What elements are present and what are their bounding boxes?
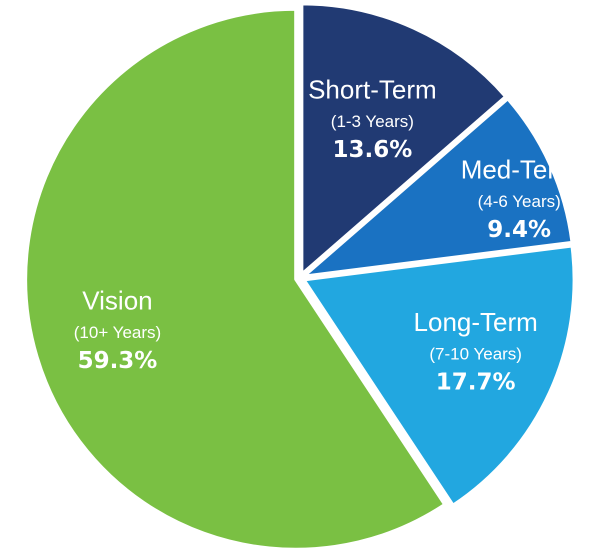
pie-slice-med-term: [302, 97, 574, 278]
pie-slices: [24, 2, 576, 551]
slice-value-label-vision: 59.3%: [78, 348, 158, 374]
pie-slice-vision: [24, 7, 447, 551]
slice-name-label-long-term: Long-Term: [414, 307, 538, 337]
slice-subtitle-label-long-term: (7-10 Years): [429, 344, 522, 363]
slice-subtitle-label-vision: (10+ Years): [74, 323, 161, 342]
pie-slice-long-term: [302, 244, 576, 507]
slice-subtitle-label-med-term: (4-6 Years): [478, 192, 561, 211]
slice-value-label-short-term: 13.6%: [332, 137, 412, 163]
slice-name-label-short-term: Short-Term: [308, 75, 437, 105]
slice-value-label-med-term: 9.4%: [487, 217, 551, 243]
slice-value-label-long-term: 17.7%: [436, 369, 516, 395]
slice-name-label-vision: Vision: [82, 285, 152, 315]
pie-labels: Short-Term (1-3 Years) 13.6% Med-Term (4-6 Y…: [74, 75, 578, 396]
slice-subtitle-label-short-term: (1-3 Years): [331, 112, 414, 131]
pie-slice-short-term: [300, 2, 508, 276]
slice-name-label-med-term: Med-Term: [461, 154, 578, 184]
